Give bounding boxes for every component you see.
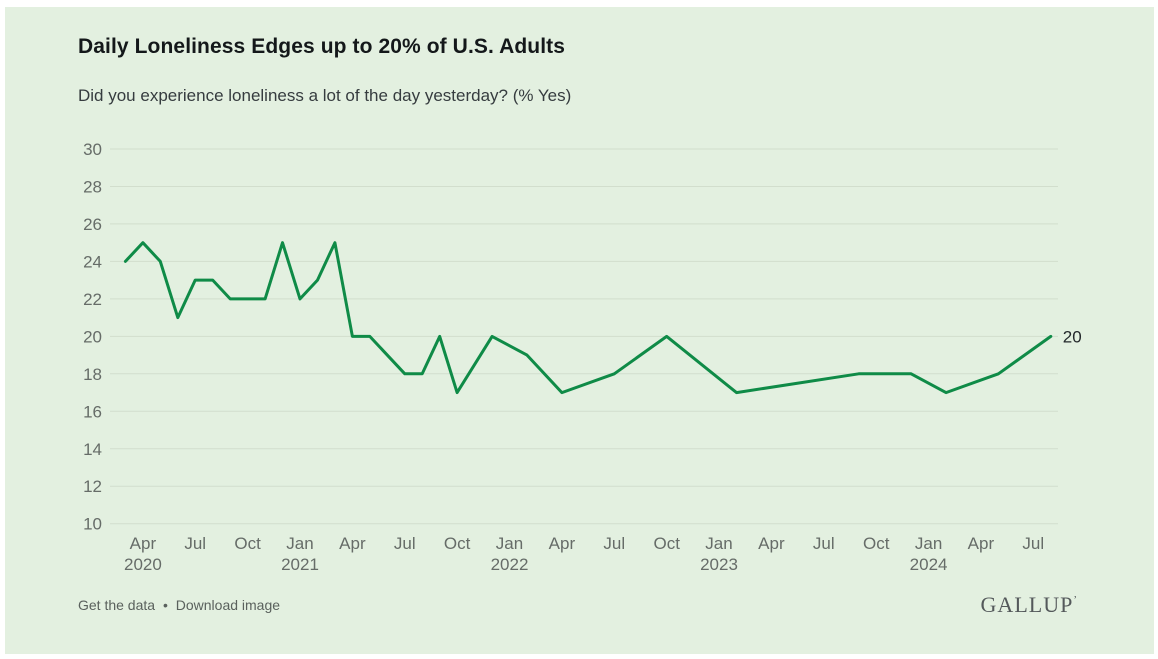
download-image-link[interactable]: Download image [175,597,281,613]
x-tick-month-label: Jan [496,534,523,553]
y-tick-label: 26 [83,215,102,234]
y-tick-label: 22 [83,290,102,309]
x-axis-labels: Apr 2020 Jul Oct Jan 2021 Apr Jul Oct Jan 2022 Apr J… [124,534,1044,574]
y-tick-label: 24 [83,252,102,271]
gridlines [110,148,1058,525]
x-tick-month-label: Apr [130,534,157,553]
x-tick-month-label: Jul [603,534,625,553]
x-tick-month-label: Apr [758,534,785,553]
chart-title: Daily Loneliness Edges up to 20% of U.S.… [78,35,566,58]
gallup-trademark-mark: ’ [1073,594,1077,606]
x-tick-month-label: Jul [394,534,416,553]
y-tick-label: 20 [83,327,102,346]
y-axis-labels: 30 28 26 24 22 20 18 16 14 12 10 [83,140,102,534]
x-tick-month-label: Apr [339,534,366,553]
gallup-logo: GALLUP’ [981,592,1077,618]
footer-separator: • [162,597,168,613]
x-tick-year-label: 2023 [700,555,738,574]
end-value-label: 20 [1063,327,1082,346]
x-tick-year-label: 2024 [910,555,948,574]
x-tick-year-label: 2022 [491,555,529,574]
x-tick-month-label: Oct [234,534,261,553]
y-tick-label: 30 [83,140,102,159]
x-tick-month-label: Apr [968,534,995,553]
x-tick-year-label: 2021 [281,555,319,574]
x-tick-month-label: Apr [549,534,576,553]
gallup-wordmark: GALLUP [980,592,1074,617]
x-tick-month-label: Oct [653,534,680,553]
x-tick-month-label: Jan [705,534,732,553]
y-tick-label: 12 [83,477,102,496]
chart-subtitle: Did you experience loneliness a lot of t… [78,86,572,105]
x-tick-month-label: Jan [286,534,313,553]
x-tick-month-label: Jan [915,534,942,553]
x-tick-month-label: Oct [863,534,890,553]
x-tick-month-label: Jul [1022,534,1044,553]
y-tick-label: 16 [83,402,102,421]
x-tick-month-label: Oct [444,534,471,553]
y-tick-label: 14 [83,440,102,459]
y-tick-label: 10 [83,515,102,534]
loneliness-series-line [123,241,1053,395]
chart-card: 30 28 26 24 22 20 18 16 14 12 10 Apr 2020 Jul Oct Jan 20… [5,7,1154,654]
y-tick-label: 28 [83,178,102,197]
footer: Get the data • Download image [78,597,280,613]
x-tick-year-label: 2020 [124,555,162,574]
get-the-data-link[interactable]: Get the data [78,597,156,613]
y-tick-label: 18 [83,365,102,384]
x-tick-month-label: Jul [184,534,206,553]
x-tick-month-label: Jul [813,534,835,553]
